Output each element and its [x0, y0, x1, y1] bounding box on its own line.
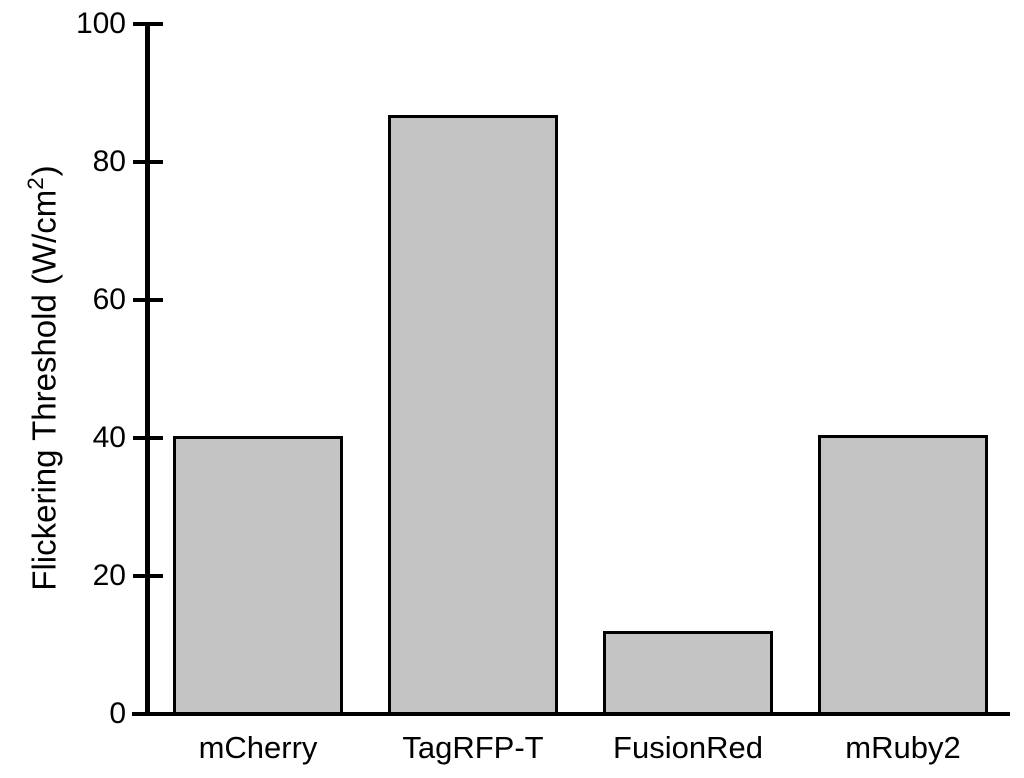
x-axis-label-mcherry: mCherry: [198, 730, 318, 765]
bar-fusionred: [603, 631, 773, 716]
y-axis-title: Flickering Threshold (W/cm2): [15, 148, 62, 608]
y-axis-tick-label: 80: [92, 145, 126, 178]
y-axis-tick-label: 100: [75, 7, 126, 40]
x-axis-label-tagrfp-t: TagRFP-T: [402, 730, 544, 765]
y-axis-line: [145, 22, 150, 716]
y-axis-title-text: Flickering Threshold (W/cm: [25, 189, 63, 591]
bar-mcherry: [173, 435, 343, 716]
y-axis-tick-label: 0: [109, 697, 126, 730]
y-axis-tick-label: 20: [92, 559, 126, 592]
bar-tagrfp-t: [388, 115, 558, 716]
x-axis-label-fusionred: FusionRed: [613, 730, 763, 765]
y-axis-tick-label: 40: [92, 421, 126, 454]
x-axis-label-mruby2: mRuby2: [845, 730, 961, 765]
x-axis-line: [132, 712, 1010, 716]
y-axis-tick-label: 60: [92, 283, 126, 316]
bar-mruby2: [818, 435, 988, 716]
